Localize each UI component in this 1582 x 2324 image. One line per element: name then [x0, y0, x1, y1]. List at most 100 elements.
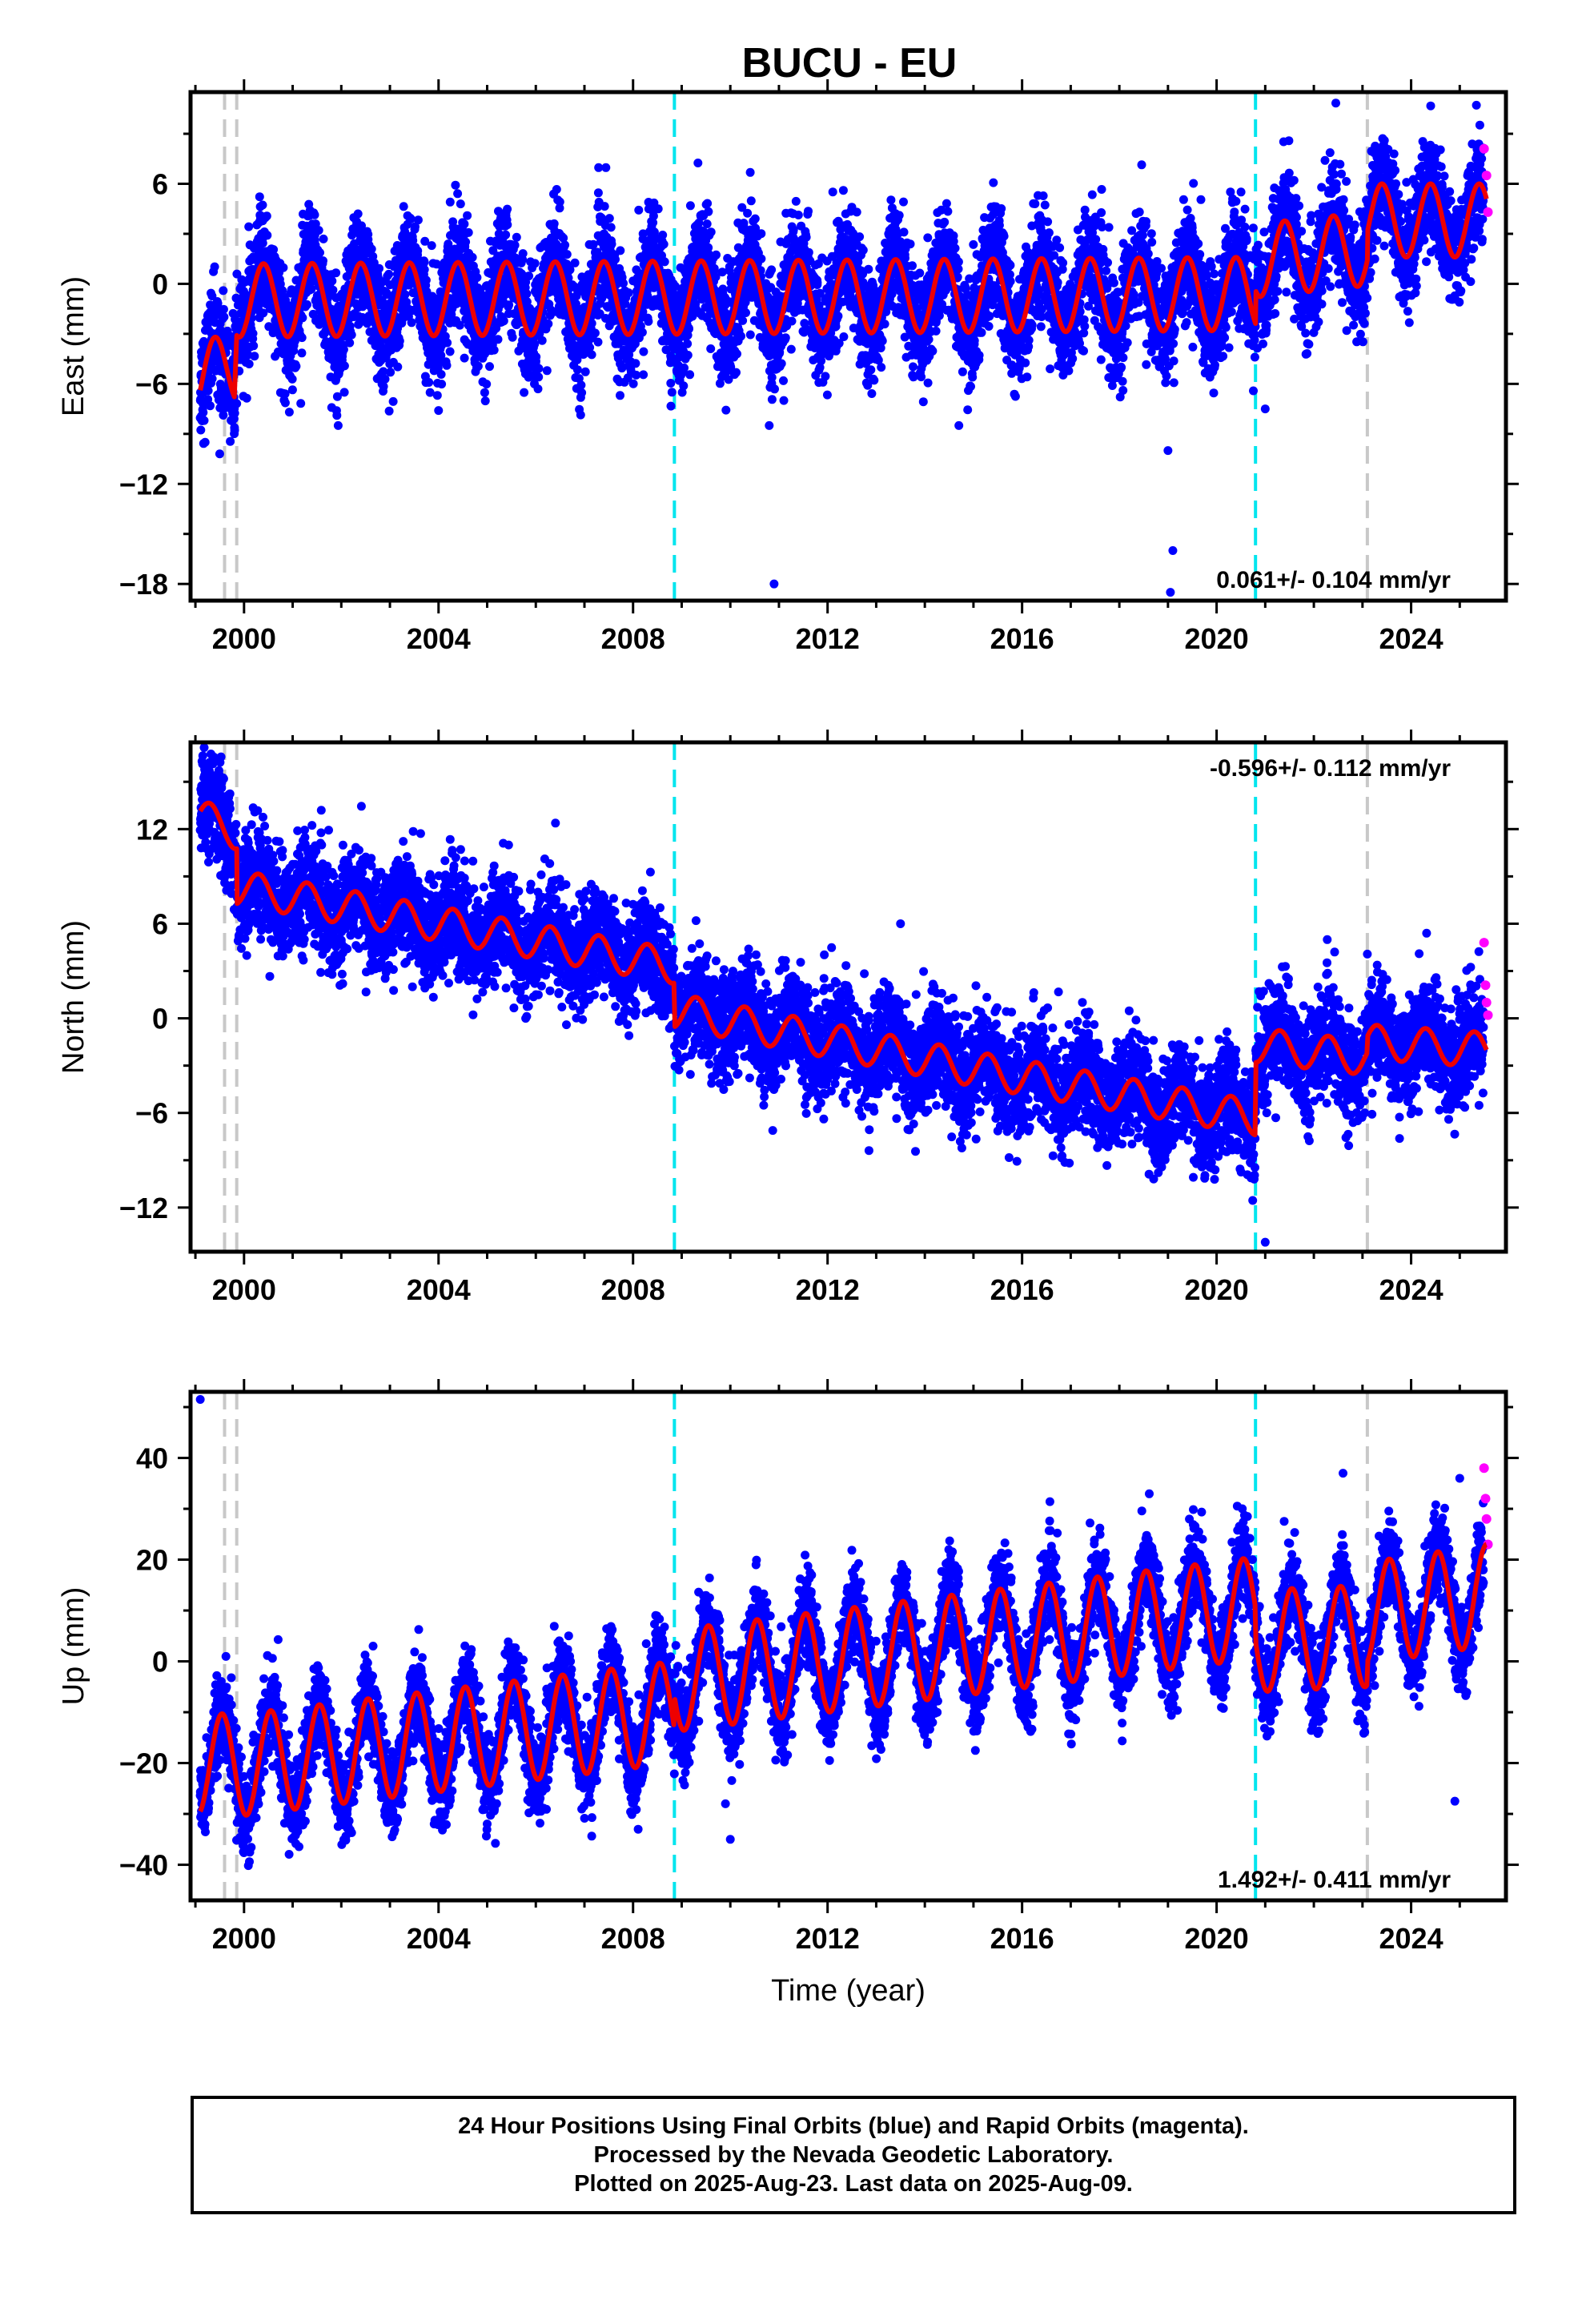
- data-point: [709, 263, 719, 273]
- data-point: [279, 263, 288, 272]
- data-point: [639, 370, 648, 380]
- data-point: [616, 391, 624, 400]
- data-point: [406, 214, 416, 223]
- data-point: [880, 320, 889, 329]
- data-point: [520, 388, 529, 397]
- data-point: [485, 362, 494, 372]
- data-point: [384, 269, 394, 279]
- data-point: [544, 319, 553, 328]
- data-point: [432, 391, 442, 400]
- data-point: [789, 225, 798, 235]
- data-point: [375, 263, 383, 273]
- data-point: [314, 226, 323, 235]
- data-point: [242, 393, 251, 403]
- data-point: [833, 312, 843, 321]
- data-point: [781, 333, 790, 343]
- data-point: [534, 364, 544, 373]
- data-point: [560, 240, 570, 250]
- data-point: [522, 289, 532, 299]
- data-point: [738, 316, 748, 325]
- data-point: [743, 208, 753, 218]
- data-point: [327, 276, 337, 286]
- data-point: [331, 268, 341, 278]
- data-point: [634, 205, 644, 215]
- data-point: [590, 328, 600, 338]
- data-point: [353, 209, 363, 219]
- data-point: [637, 328, 647, 337]
- data-point: [258, 200, 267, 210]
- data-point: [801, 232, 811, 242]
- data-point: [280, 389, 290, 399]
- data-point: [928, 346, 938, 356]
- data-point: [787, 316, 797, 326]
- data-point: [367, 244, 376, 254]
- data-point: [332, 392, 342, 401]
- data-point: [804, 247, 813, 257]
- data-point: [666, 379, 676, 388]
- data-point: [420, 257, 429, 267]
- data-point: [831, 322, 841, 332]
- data-point: [468, 252, 477, 262]
- data-point: [706, 227, 716, 237]
- data-point: [542, 366, 552, 376]
- chart-title: BUCU - EU: [742, 40, 958, 86]
- data-point: [445, 197, 455, 207]
- data-point: [894, 211, 904, 220]
- data-point: [750, 214, 760, 223]
- data-point: [940, 217, 950, 227]
- data-point: [532, 352, 541, 362]
- data-point: [757, 229, 766, 239]
- data-point: [262, 211, 271, 221]
- data-point: [424, 378, 434, 387]
- data-point: [460, 353, 469, 363]
- data-point: [207, 374, 217, 384]
- data-point: [493, 335, 503, 344]
- data-point: [838, 186, 848, 195]
- data-point: [232, 399, 242, 408]
- data-point: [839, 332, 849, 341]
- data-point: [420, 265, 429, 275]
- data-point: [918, 397, 928, 407]
- data-point: [379, 382, 388, 392]
- data-point: [534, 372, 544, 382]
- data-point: [280, 398, 290, 408]
- data-point: [518, 249, 528, 259]
- data-point: [473, 361, 483, 371]
- data-point: [244, 360, 254, 368]
- data-point: [386, 368, 396, 377]
- data-point: [737, 332, 745, 341]
- data-point: [624, 288, 633, 298]
- data-point: [319, 234, 328, 243]
- data-point: [501, 230, 511, 239]
- data-point: [399, 202, 408, 211]
- data-point: [319, 256, 327, 266]
- data-point: [445, 347, 455, 356]
- data-point: [572, 365, 582, 375]
- data-point: [413, 215, 423, 225]
- data-point: [821, 372, 830, 381]
- data-point: [606, 223, 616, 232]
- data-point: [210, 262, 219, 271]
- data-point: [461, 237, 471, 247]
- data-point: [942, 199, 951, 208]
- data-point: [828, 187, 837, 197]
- data-point: [580, 367, 590, 376]
- data-point: [463, 211, 472, 220]
- data-point: [530, 259, 540, 268]
- data-point: [813, 278, 822, 287]
- data-point: [307, 284, 316, 294]
- data-point: [899, 227, 909, 237]
- data-point: [570, 258, 580, 267]
- data-point: [683, 351, 693, 360]
- data-point: [931, 326, 941, 336]
- data-point: [347, 330, 356, 340]
- data-point: [804, 207, 813, 216]
- data-point: [908, 261, 917, 271]
- data-point: [219, 411, 228, 420]
- data-point: [658, 231, 668, 239]
- data-point: [767, 395, 777, 404]
- data-point: [339, 361, 349, 371]
- data-point: [333, 420, 343, 430]
- data-point: [407, 318, 416, 328]
